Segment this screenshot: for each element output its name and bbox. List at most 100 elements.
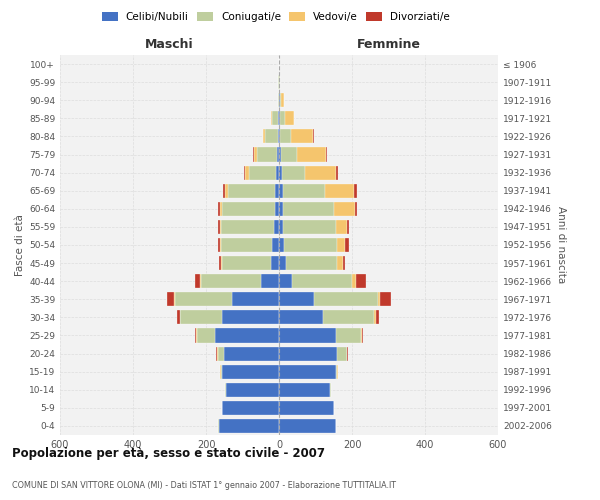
Bar xyxy=(196,274,200,288)
Bar xyxy=(220,364,221,378)
Bar xyxy=(284,238,337,252)
Text: Popolazione per età, sesso e stato civile - 2007: Popolazione per età, sesso e stato civil… xyxy=(12,448,325,460)
Bar xyxy=(200,274,261,288)
Bar xyxy=(279,166,281,179)
Bar xyxy=(225,184,228,198)
Bar xyxy=(232,292,279,306)
Bar xyxy=(249,166,276,179)
Bar xyxy=(197,328,215,342)
Bar xyxy=(325,184,354,198)
Bar xyxy=(297,148,326,162)
Text: Femmine: Femmine xyxy=(356,38,421,52)
Bar xyxy=(380,292,391,306)
Bar xyxy=(221,220,274,234)
Bar xyxy=(225,382,226,397)
Bar xyxy=(221,202,275,216)
Bar xyxy=(279,238,284,252)
Bar xyxy=(261,274,279,288)
Bar xyxy=(279,130,280,143)
Bar xyxy=(356,274,365,288)
Bar xyxy=(226,382,279,397)
Bar xyxy=(279,112,280,126)
Bar xyxy=(167,292,174,306)
Bar xyxy=(219,419,279,433)
Bar xyxy=(347,220,349,234)
Bar xyxy=(265,130,278,143)
Bar xyxy=(272,112,278,126)
Bar xyxy=(337,220,347,234)
Bar xyxy=(278,112,279,126)
Bar xyxy=(292,274,352,288)
Bar xyxy=(274,220,279,234)
Bar xyxy=(305,166,337,179)
Bar xyxy=(221,256,271,270)
Bar xyxy=(220,220,221,234)
Bar xyxy=(337,166,338,179)
Bar xyxy=(223,310,279,324)
Bar xyxy=(280,130,291,143)
Bar xyxy=(223,184,225,198)
Bar xyxy=(355,202,358,216)
Bar xyxy=(280,93,281,108)
Bar xyxy=(323,310,374,324)
Bar xyxy=(174,292,175,306)
Bar xyxy=(281,93,284,108)
Bar xyxy=(326,148,327,162)
Bar xyxy=(313,130,314,143)
Bar xyxy=(223,401,279,415)
Bar xyxy=(374,310,376,324)
Bar xyxy=(343,256,344,270)
Bar xyxy=(271,112,272,126)
Bar xyxy=(279,202,283,216)
Bar xyxy=(196,328,197,342)
Bar xyxy=(347,346,348,360)
Bar xyxy=(279,292,314,306)
Bar xyxy=(218,419,219,433)
Bar xyxy=(335,419,337,433)
Bar xyxy=(175,292,232,306)
Bar xyxy=(335,364,337,378)
Text: COMUNE DI SAN VITTORE OLONA (MI) - Dati ISTAT 1° gennaio 2007 - Elaborazione TUT: COMUNE DI SAN VITTORE OLONA (MI) - Dati … xyxy=(12,480,396,490)
Bar xyxy=(279,75,280,89)
Bar xyxy=(217,346,218,360)
Bar xyxy=(218,220,220,234)
Bar xyxy=(271,256,279,270)
Bar xyxy=(279,382,330,397)
Bar xyxy=(362,328,364,342)
Bar xyxy=(337,238,344,252)
Bar xyxy=(279,256,286,270)
Bar xyxy=(344,238,349,252)
Bar xyxy=(361,328,362,342)
Bar xyxy=(279,148,281,162)
Bar xyxy=(279,328,335,342)
Bar xyxy=(177,310,180,324)
Bar xyxy=(330,382,331,397)
Bar xyxy=(223,364,279,378)
Bar xyxy=(218,202,220,216)
Bar xyxy=(279,184,283,198)
Bar xyxy=(283,220,337,234)
Bar xyxy=(279,401,334,415)
Y-axis label: Anni di nascita: Anni di nascita xyxy=(556,206,566,284)
Bar xyxy=(279,93,280,108)
Bar xyxy=(354,184,357,198)
Bar xyxy=(276,166,279,179)
Bar xyxy=(279,310,323,324)
Bar xyxy=(218,238,220,252)
Bar xyxy=(180,310,181,324)
Bar xyxy=(291,130,313,143)
Bar xyxy=(278,93,279,108)
Bar xyxy=(279,419,335,433)
Bar xyxy=(216,346,217,360)
Bar xyxy=(220,202,221,216)
Bar xyxy=(279,220,283,234)
Bar xyxy=(279,274,292,288)
Bar xyxy=(337,256,343,270)
Bar xyxy=(281,148,297,162)
Bar xyxy=(220,238,221,252)
Bar xyxy=(280,112,285,126)
Bar xyxy=(377,292,380,306)
Bar xyxy=(334,202,355,216)
Bar xyxy=(221,364,223,378)
Bar xyxy=(278,130,279,143)
